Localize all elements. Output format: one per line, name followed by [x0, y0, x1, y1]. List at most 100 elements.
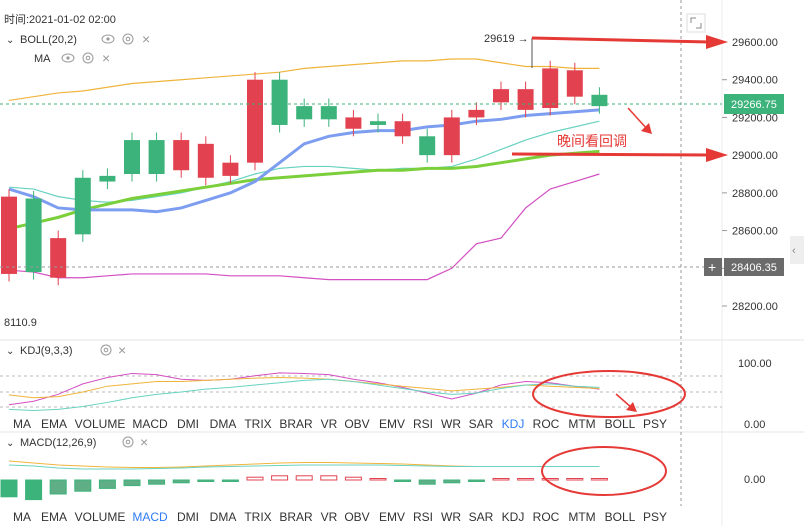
macd-highlight-ellipse — [541, 446, 667, 496]
tab-boll[interactable]: BOLL — [605, 510, 636, 524]
red-arrow-low — [511, 148, 728, 162]
tab-kdj[interactable]: KDJ — [502, 510, 525, 524]
ma-blue-line — [8, 108, 600, 214]
chevron-down-icon[interactable]: ⌄ — [6, 438, 14, 449]
tab-dmi[interactable]: DMI — [177, 417, 199, 431]
candle-body — [542, 68, 559, 108]
candle-body — [345, 117, 362, 129]
tab-vr[interactable]: VR — [321, 510, 338, 524]
macd-label: MACD(12,26,9) — [20, 437, 96, 449]
high-marker-label: 29619 → — [484, 33, 529, 45]
tab-obv[interactable]: OBV — [344, 417, 369, 431]
macd-histogram-bar — [25, 479, 43, 501]
crosshair-price-value: 28406.35 — [731, 262, 777, 274]
macd-histogram-bar — [148, 479, 166, 485]
side-collapse-tab[interactable] — [790, 236, 804, 264]
tab-trix[interactable]: TRIX — [244, 417, 271, 431]
macd-histogram-bar — [221, 479, 239, 482]
macd-histogram-bar — [197, 479, 215, 482]
macd-histogram-bar — [0, 479, 18, 498]
tab-roc[interactable]: ROC — [533, 417, 560, 431]
price-tick: 29200.00 — [732, 112, 778, 124]
candle-body — [271, 79, 288, 125]
candle-body — [517, 89, 534, 110]
kdj-axis-top: 100.00 — [738, 358, 772, 370]
settings-icon[interactable] — [122, 33, 134, 45]
tab-sar[interactable]: SAR — [469, 510, 494, 524]
chevron-down-icon[interactable]: ⌄ — [6, 346, 14, 357]
red-arrow-kdj — [615, 393, 637, 412]
tab-vr[interactable]: VR — [321, 417, 338, 431]
close-icon[interactable]: × — [118, 342, 126, 358]
tab-ema[interactable]: EMA — [41, 510, 67, 524]
kdj-k-line — [8, 378, 600, 412]
close-icon[interactable]: × — [140, 434, 148, 450]
close-icon[interactable]: × — [142, 31, 150, 47]
tab-mtm[interactable]: MTM — [568, 510, 595, 524]
price-indicator-lines — [8, 58, 600, 281]
tab-dma[interactable]: DMA — [210, 417, 237, 431]
tab-wr[interactable]: WR — [441, 510, 461, 524]
tab-sar[interactable]: SAR — [469, 417, 494, 431]
red-arrow-small — [627, 107, 652, 134]
red-arrow-high — [531, 35, 728, 49]
tab-rsi[interactable]: RSI — [413, 417, 433, 431]
macd-histogram-bar — [517, 478, 535, 481]
settings-icon[interactable] — [82, 52, 94, 64]
macd-histogram-bar — [467, 479, 485, 482]
crosshair-plus-button[interactable] — [704, 258, 722, 276]
tab-ema[interactable]: EMA — [41, 417, 67, 431]
candle-body — [124, 140, 140, 174]
tab-brar[interactable]: BRAR — [279, 417, 313, 431]
price-tick: 29600.00 — [732, 37, 778, 49]
kdj-label: KDJ(9,3,3) — [20, 345, 73, 357]
candle-body — [74, 177, 91, 235]
boll-upper-line — [8, 58, 600, 102]
candle-body — [419, 136, 436, 156]
fullscreen-icon[interactable] — [686, 13, 706, 33]
ma-label: MA — [34, 53, 51, 65]
candle-body — [50, 238, 67, 278]
macd-dea-line — [8, 464, 600, 470]
macd-histogram-bar — [344, 476, 362, 481]
time-label: 时间:2021-01-02 02:00 — [4, 13, 116, 26]
tab-volume[interactable]: VOLUME — [75, 417, 126, 431]
tab-rsi[interactable]: RSI — [413, 510, 433, 524]
tab-trix[interactable]: TRIX — [244, 510, 271, 524]
close-icon[interactable]: × — [102, 50, 110, 66]
settings-icon[interactable] — [122, 436, 134, 448]
chevron-left-icon[interactable]: ‹ — [792, 245, 796, 257]
tab-wr[interactable]: WR — [441, 417, 461, 431]
tab-emv[interactable]: EMV — [379, 417, 405, 431]
price-tick: 28600.00 — [732, 226, 778, 238]
macd-histogram-bar — [541, 478, 559, 481]
price-tick: 28800.00 — [732, 188, 778, 200]
eye-icon[interactable] — [61, 53, 75, 63]
plus-icon: + — [708, 259, 716, 275]
chevron-down-icon[interactable]: ⌄ — [6, 35, 14, 46]
kdj-j-line — [8, 372, 600, 406]
tab-psy[interactable]: PSY — [643, 417, 667, 431]
tab-volume[interactable]: VOLUME — [75, 510, 126, 524]
tab-emv[interactable]: EMV — [379, 510, 405, 524]
tab-boll[interactable]: BOLL — [605, 417, 636, 431]
tab-kdj[interactable]: KDJ — [502, 417, 525, 431]
tab-ma[interactable]: MA — [13, 417, 31, 431]
macd-histogram-bar — [590, 478, 608, 481]
tab-macd[interactable]: MACD — [132, 417, 168, 431]
boll-mid-line — [8, 120, 600, 203]
tab-ma[interactable]: MA — [13, 510, 31, 524]
tab-dmi[interactable]: DMI — [177, 510, 199, 524]
boll-label: BOLL(20,2) — [20, 34, 77, 46]
candle-body — [173, 140, 190, 171]
tab-dma[interactable]: DMA — [210, 510, 237, 524]
tab-roc[interactable]: ROC — [533, 510, 560, 524]
tab-macd[interactable]: MACD — [132, 510, 168, 524]
tab-obv[interactable]: OBV — [344, 510, 369, 524]
settings-icon[interactable] — [100, 344, 112, 356]
eye-icon[interactable] — [101, 34, 115, 44]
tab-psy[interactable]: PSY — [643, 510, 667, 524]
tab-brar[interactable]: BRAR — [279, 510, 313, 524]
tab-mtm[interactable]: MTM — [568, 417, 595, 431]
